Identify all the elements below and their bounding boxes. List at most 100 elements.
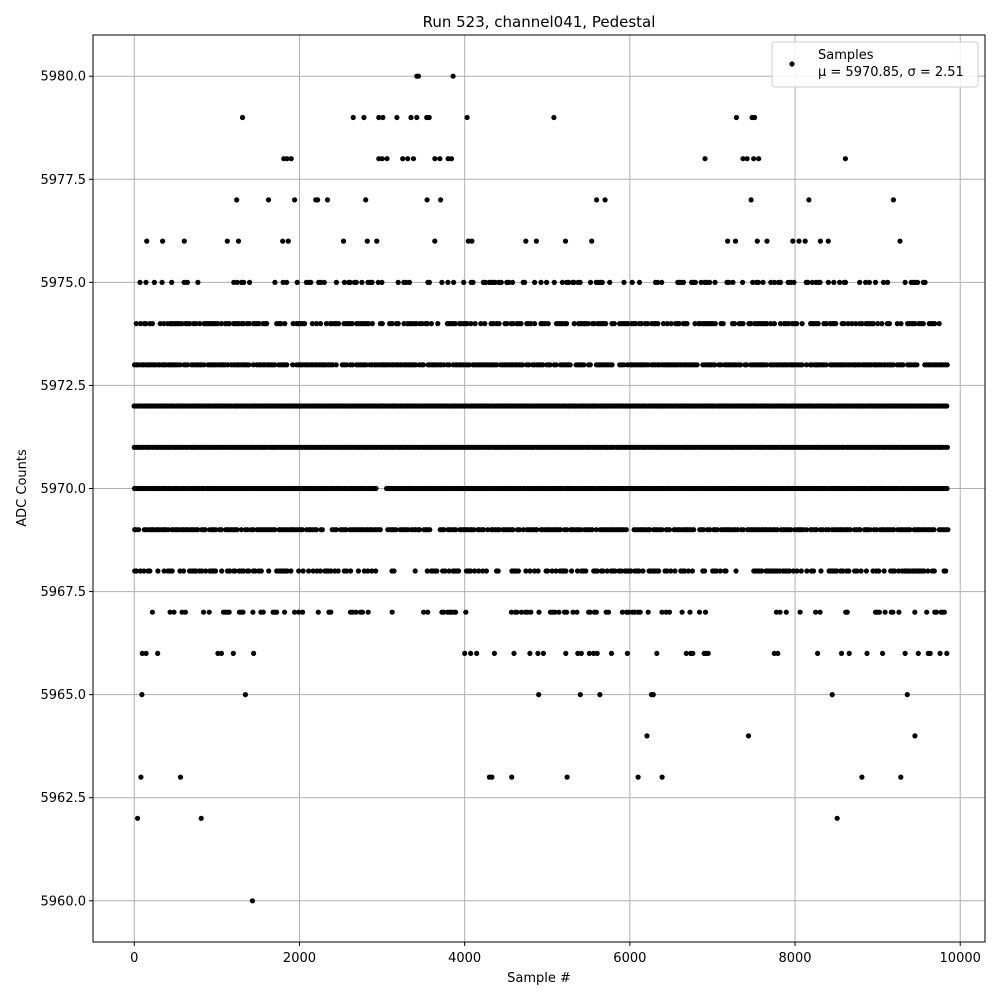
data-point — [272, 362, 278, 368]
data-point — [219, 568, 225, 574]
data-point — [265, 197, 272, 203]
data-point — [315, 609, 321, 615]
data-point — [873, 527, 880, 533]
data-point — [833, 321, 839, 327]
data-point — [247, 279, 253, 285]
data-point — [167, 609, 173, 615]
y-tick-label: 5962.5 — [41, 791, 87, 806]
y-tick-label: 5977.5 — [41, 173, 87, 188]
data-point — [752, 114, 758, 121]
data-point — [451, 279, 457, 285]
data-point — [679, 609, 685, 615]
data-point — [754, 238, 760, 244]
data-point — [408, 114, 414, 121]
data-point — [915, 650, 921, 657]
data-point — [213, 527, 219, 533]
data-point — [705, 650, 711, 657]
data-point — [466, 362, 472, 368]
data-point — [133, 568, 139, 574]
data-point — [725, 238, 731, 244]
data-point — [577, 692, 583, 698]
data-point — [528, 609, 534, 615]
data-point — [414, 114, 420, 121]
data-point — [567, 362, 573, 368]
x-tick-label: 4000 — [448, 951, 481, 966]
data-point — [441, 362, 447, 368]
data-point — [333, 527, 339, 533]
data-point — [149, 609, 155, 615]
data-point — [680, 279, 687, 285]
data-point — [523, 238, 529, 244]
data-point — [774, 527, 780, 533]
data-point — [791, 279, 797, 285]
data-point — [471, 527, 477, 533]
data-point — [234, 197, 240, 203]
data-point — [857, 527, 863, 533]
data-point — [806, 197, 812, 203]
data-point — [629, 279, 635, 285]
chart-title: Run 523, channel041, Pedestal — [423, 13, 656, 31]
data-point — [744, 156, 750, 162]
data-point — [453, 527, 459, 533]
data-point — [875, 321, 881, 327]
data-point — [520, 527, 527, 533]
data-point — [922, 279, 928, 285]
data-point — [712, 362, 718, 368]
data-point — [347, 279, 353, 285]
data-point — [931, 527, 937, 533]
data-point — [161, 321, 167, 327]
data-point — [825, 527, 832, 533]
data-point — [238, 527, 244, 533]
data-point — [690, 650, 696, 657]
data-point — [535, 568, 541, 574]
data-point — [135, 815, 141, 821]
data-point — [618, 568, 625, 574]
y-tick-label: 5972.5 — [41, 379, 87, 394]
data-point — [379, 279, 385, 285]
data-point — [723, 568, 729, 574]
data-point — [882, 609, 888, 615]
data-point — [161, 568, 167, 574]
data-point — [571, 279, 577, 285]
data-point — [405, 156, 411, 162]
data-point — [292, 197, 298, 203]
data-point — [527, 650, 533, 657]
data-point — [353, 609, 359, 615]
data-point — [870, 321, 877, 327]
data-point — [340, 238, 347, 244]
data-point — [476, 568, 482, 574]
data-point — [144, 238, 150, 244]
data-point — [468, 568, 474, 574]
data-point — [846, 650, 852, 657]
data-point — [288, 156, 294, 162]
data-point — [177, 774, 184, 780]
data-point — [691, 527, 697, 533]
data-point — [536, 609, 542, 615]
data-point — [797, 609, 803, 615]
data-point — [522, 279, 528, 285]
data-point — [292, 609, 298, 615]
data-point — [442, 568, 448, 574]
data-point — [783, 609, 789, 615]
data-point — [659, 527, 665, 533]
data-point — [232, 568, 238, 574]
data-point — [717, 568, 723, 574]
data-point — [296, 568, 302, 574]
data-point — [712, 279, 718, 285]
data-point — [264, 321, 270, 327]
data-point — [369, 279, 375, 285]
data-point — [319, 527, 325, 533]
data-point — [943, 568, 949, 574]
data-point — [740, 156, 746, 162]
data-point — [569, 568, 575, 574]
data-point — [621, 279, 627, 285]
data-point — [472, 568, 478, 574]
data-point — [446, 568, 452, 574]
data-point — [428, 321, 434, 327]
data-point — [707, 279, 713, 285]
data-point — [635, 774, 641, 780]
data-point — [365, 609, 371, 615]
data-point — [666, 527, 673, 533]
data-point — [815, 650, 821, 657]
